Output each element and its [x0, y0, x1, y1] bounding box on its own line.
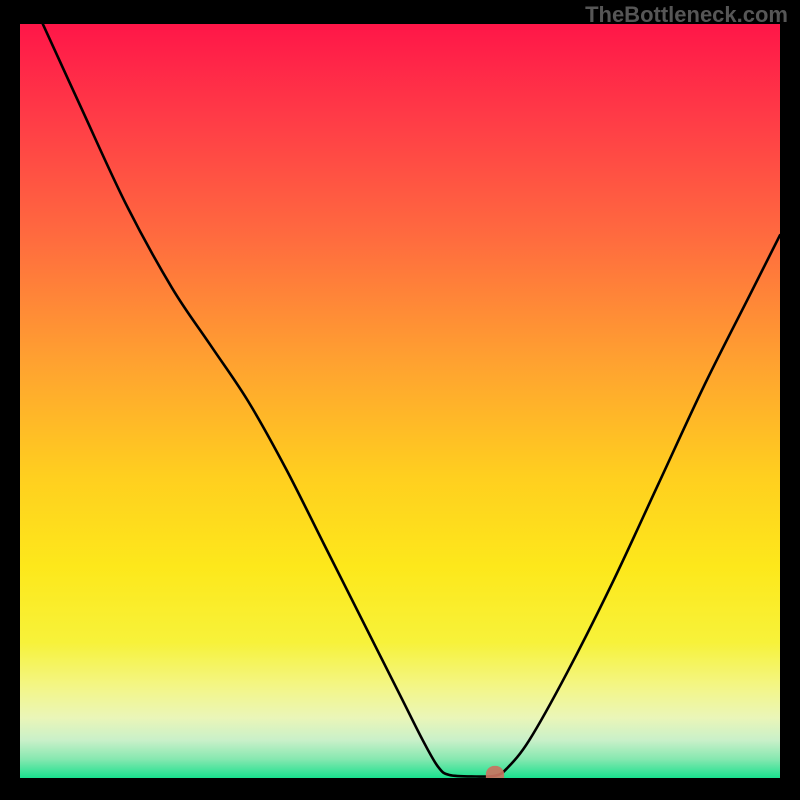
chart-background — [20, 24, 780, 778]
chart-container: TheBottleneck.com — [0, 0, 800, 800]
watermark-text: TheBottleneck.com — [585, 2, 788, 28]
chart-svg — [20, 24, 780, 778]
plot-area — [20, 24, 780, 778]
